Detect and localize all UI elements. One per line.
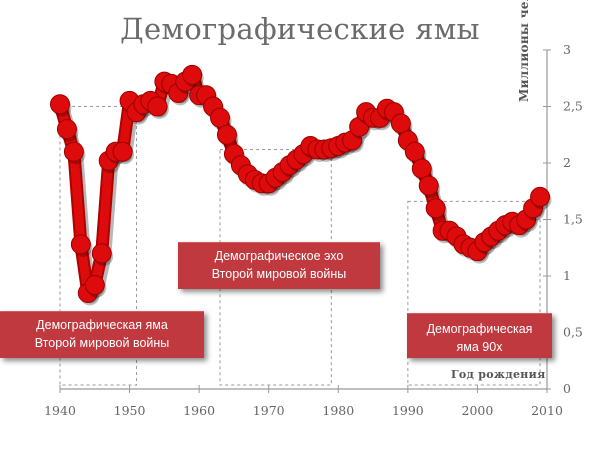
data-point (147, 96, 168, 117)
callout-ww2-pit-line-2: Второй мировой войны (34, 336, 170, 350)
data-point (425, 198, 446, 219)
y-tick-label: 1,5 (563, 212, 583, 227)
chart-title: Демографические ямы (120, 12, 480, 46)
data-point (530, 186, 551, 207)
callout-ww2-pit-line-1: Демографическая яма (36, 318, 168, 332)
x-tick-label: 1950 (114, 403, 146, 418)
data-point (112, 141, 133, 162)
x-tick-label: 2010 (531, 403, 563, 418)
callout-90s-pit: Демографическая яма 90х (407, 313, 552, 358)
data-point (411, 158, 432, 179)
x-tick-label: 1940 (44, 403, 76, 418)
data-point (91, 243, 112, 264)
data-point (84, 275, 105, 296)
callout-90s-pit-line-2: яма 90х (456, 340, 503, 354)
annotation-guide-box (407, 200, 541, 386)
x-tick-label: 1990 (392, 403, 424, 418)
y-axis-label: Миллионы чел. (517, 0, 531, 102)
callout-90s-pit-line-1: Демографическая (426, 322, 533, 336)
callout-ww2-pit: Демографическая яма Второй мировой войны (0, 311, 204, 358)
callout-echo-line-2: Второй мировой войны (211, 267, 347, 281)
y-tick-label: 2 (563, 155, 571, 170)
y-tick-label: 1 (563, 268, 571, 283)
data-point (50, 94, 70, 115)
y-tick-label: 0,5 (563, 325, 583, 340)
data-point (404, 141, 425, 162)
y-tick-label: 2,5 (563, 99, 583, 114)
data-point (418, 175, 439, 196)
x-tick-label: 2000 (462, 403, 494, 418)
y-tick-label: 0 (563, 381, 571, 396)
data-point (210, 107, 231, 128)
data-point (390, 113, 411, 134)
x-tick-label: 1960 (183, 403, 215, 418)
data-point (182, 64, 203, 85)
data-series (50, 64, 552, 306)
data-point (216, 124, 237, 145)
x-axis-label: Год рождения (451, 368, 546, 381)
data-point (70, 234, 91, 255)
callout-echo: Демографическое эхо Второй мировой войны (178, 242, 380, 289)
callout-echo-line-1: Демографическое эхо (214, 249, 344, 263)
data-point (56, 119, 77, 140)
data-point (63, 141, 84, 162)
x-axis: 1940 1950 1960 1970 1980 1990 2000 2010 (44, 385, 563, 418)
annotation-guide-box (59, 106, 138, 386)
y-tick-label: 3 (563, 42, 571, 57)
x-tick-label: 1980 (322, 403, 354, 418)
x-tick-label: 1970 (253, 403, 285, 418)
